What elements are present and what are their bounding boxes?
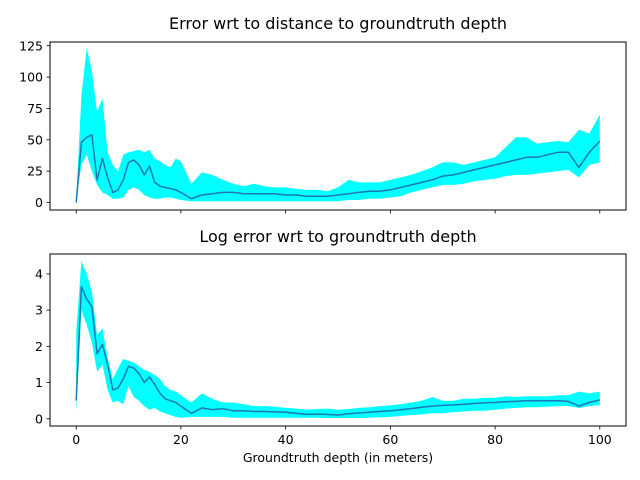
bottom-x-tick-label: 20 <box>173 432 189 447</box>
top-y-ticks: 0 25 50 75 100 125 <box>19 38 50 210</box>
top-subplot: Error wrt to distance to groundtruth dep… <box>19 14 627 214</box>
bottom-y-tick-label: 2 <box>35 339 43 354</box>
top-y-tick-label: 100 <box>19 70 43 85</box>
bottom-y-tick-label: 3 <box>35 303 43 318</box>
top-y-tick-label: 25 <box>27 164 43 179</box>
bottom-x-tick-label: 40 <box>278 432 294 447</box>
top-std-band-area <box>76 48 600 203</box>
bottom-x-axis-label: Groundtruth depth (in meters) <box>243 450 433 465</box>
top-y-tick-label: 125 <box>19 38 43 53</box>
bottom-mean-series-line <box>75 285 600 416</box>
bottom-x-tick-label: 0 <box>72 432 80 447</box>
bottom-plot-frame <box>49 253 627 427</box>
bottom-x-ticks: 0 20 40 60 80 100 <box>72 426 612 447</box>
top-mean-series-line <box>75 134 601 203</box>
top-x-ticks <box>75 210 601 214</box>
top-y-tick-label: 75 <box>27 101 43 116</box>
bottom-y-tick-label: 4 <box>35 266 43 281</box>
top-y-tick-label: 0 <box>35 195 43 210</box>
top-mean-line <box>75 134 601 203</box>
top-subplot-title: Error wrt to distance to groundtruth dep… <box>169 14 507 33</box>
bottom-x-tick-label: 60 <box>382 432 398 447</box>
bottom-std-band-area <box>76 261 600 418</box>
bottom-std-band <box>76 261 600 418</box>
top-y-tick-label: 50 <box>27 132 43 147</box>
bottom-subplot: Log error wrt to groundtruth depth 0 20 40… <box>35 227 627 465</box>
bottom-x-tick-label: 100 <box>588 432 612 447</box>
top-plot-frame <box>49 41 627 211</box>
top-std-band <box>76 48 600 203</box>
bottom-y-tick-label: 0 <box>35 411 43 426</box>
bottom-x-tick-label: 80 <box>487 432 503 447</box>
bottom-y-ticks: 0 1 2 3 4 <box>35 266 50 426</box>
bottom-mean-line <box>75 285 600 416</box>
bottom-y-tick-label: 1 <box>35 375 43 390</box>
bottom-subplot-title: Log error wrt to groundtruth depth <box>199 227 476 246</box>
